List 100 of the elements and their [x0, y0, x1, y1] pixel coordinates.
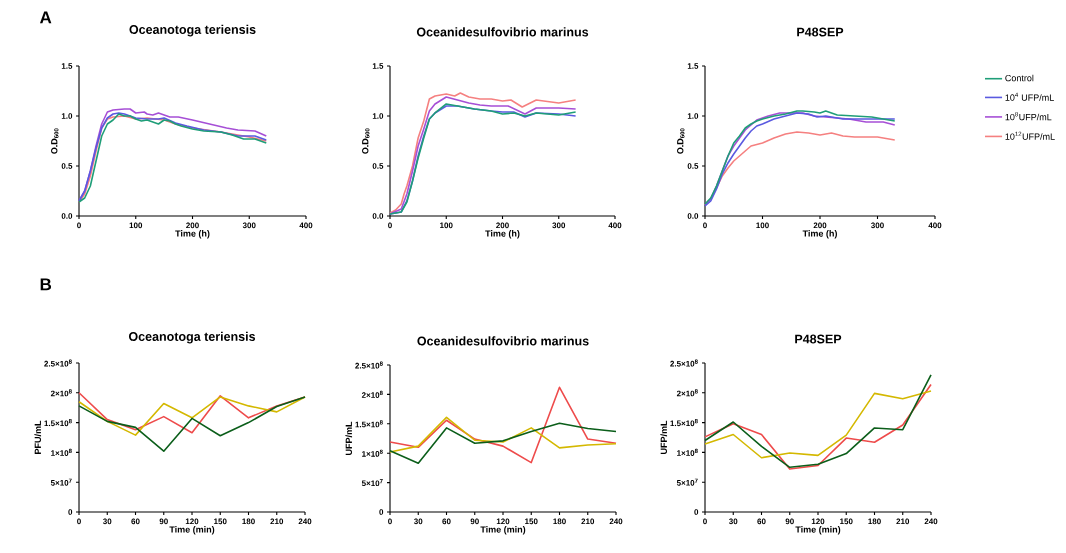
x-tick-label: 180	[242, 518, 255, 525]
y-tick-label: 2×10$^{8}$	[676, 389, 698, 397]
text: A	[39, 11, 52, 24]
y-tick-label: 1.0	[687, 113, 699, 119]
x-axis-title: Time (min)	[480, 526, 526, 535]
x-tick-label: 200	[496, 222, 509, 229]
y-axis-title: UFP/mL	[660, 420, 668, 454]
y-tick-label: 5×10$^{7}$	[676, 478, 698, 486]
text: B	[40, 278, 52, 291]
y-tick-label: 2.5×10$^{8}$	[44, 359, 72, 367]
y-tick-label: 2.5×10$^{8}$	[355, 361, 383, 369]
x-tick-label: 400	[928, 222, 942, 229]
y-tick-label: 0.0	[687, 213, 699, 219]
y-tick-label: 0	[379, 509, 384, 515]
x-tick-label: 400	[299, 222, 313, 229]
line-series	[389, 422, 617, 464]
x-tick-label: 240	[609, 518, 623, 525]
x-tick-label: 30	[414, 518, 423, 525]
x-tick-label: 90	[785, 518, 794, 525]
y-tick-label: 1.5×10$^{8}$	[670, 419, 698, 427]
chart-title: P48SEP	[795, 334, 842, 344]
y-tick-label: 0.0	[372, 213, 384, 219]
x-tick-label: 300	[242, 222, 256, 229]
y-tick-label: 1×10$^{8}$	[51, 448, 72, 456]
y-tick-label: 0.5	[372, 163, 384, 169]
line-series	[389, 386, 617, 464]
line-series	[78, 396, 306, 452]
x-tick-label: 150	[840, 518, 853, 525]
x-tick-label: 30	[103, 518, 112, 525]
x-tick-label: 200	[186, 222, 199, 229]
y-tick-label: 1×10$^{8}$	[677, 448, 698, 456]
y-axis-title: PFU/mL	[34, 420, 42, 454]
x-tick-label: 60	[131, 518, 140, 525]
y-tick-label: 2×10$^{8}$	[361, 390, 383, 398]
x-tick-label: 200	[813, 222, 827, 229]
chart-title: Oceanidesulfovibrio marinus	[416, 27, 589, 37]
x-tick-label: 240	[298, 518, 312, 525]
legend-label: 10$^{8}$UFP/mL	[1005, 112, 1052, 121]
x-axis-title: Time (h)	[485, 230, 520, 239]
x-tick-label: 300	[871, 222, 884, 229]
legend-label: 10$^{12}$UFP/mL	[1005, 131, 1055, 140]
legend-label: Control	[1005, 74, 1034, 82]
x-tick-label: 100	[129, 222, 143, 229]
chart-title: P48SEP	[797, 27, 844, 37]
y-tick-label: 1×10$^{8}$	[362, 449, 383, 457]
y-axis-title: O.D$_{600}$	[362, 128, 370, 154]
x-tick-label: 400	[608, 222, 622, 229]
x-axis-title: Time (h)	[175, 230, 210, 239]
y-tick-label: 0	[68, 509, 73, 515]
x-tick-label: 210	[270, 518, 284, 525]
y-axis-title: O.D$_{600}$	[677, 128, 685, 154]
x-tick-label: 0	[388, 518, 392, 525]
x-tick-label: 210	[581, 518, 595, 525]
x-tick-label: 120	[811, 518, 825, 525]
x-tick-label: 240	[924, 518, 938, 525]
x-tick-label: 30	[728, 518, 738, 525]
chart-title: Oceanidesulfovibrio marinus	[417, 336, 589, 346]
x-tick-label: 150	[214, 518, 227, 525]
y-tick-label: 1.0	[372, 113, 384, 119]
y-axis-title: UFP/mL	[345, 421, 353, 455]
x-tick-label: 0	[703, 518, 707, 525]
chart-title: Oceanotoga teriensis	[129, 24, 256, 37]
y-tick-label: 0.0	[61, 213, 73, 219]
x-tick-label: 0	[77, 518, 81, 525]
x-axis-title: Time (min)	[169, 526, 215, 535]
line-series	[389, 416, 617, 453]
x-tick-label: 180	[553, 518, 566, 525]
x-axis-title: Time (h)	[802, 230, 837, 239]
y-tick-label: 5×10$^{7}$	[361, 479, 383, 487]
y-tick-label: 1.5×10$^{8}$	[44, 419, 72, 427]
y-tick-label: 1.5×10$^{8}$	[355, 420, 383, 428]
x-axis-title: Time (min)	[795, 526, 841, 535]
x-tick-label: 60	[757, 518, 766, 525]
y-tick-label: 0	[694, 509, 699, 515]
x-tick-label: 60	[442, 518, 451, 525]
y-tick-label: 2×10$^{8}$	[50, 389, 72, 397]
x-tick-label: 0	[388, 222, 392, 229]
x-tick-label: 180	[868, 518, 881, 525]
x-tick-label: 90	[159, 518, 168, 525]
x-tick-label: 100	[440, 222, 453, 229]
x-tick-label: 0	[703, 222, 707, 229]
x-tick-label: 90	[470, 518, 479, 525]
y-tick-label: 5×10$^{7}$	[50, 478, 72, 486]
y-tick-label: 0.5	[687, 163, 699, 169]
y-tick-label: 1.0	[61, 113, 73, 119]
line-series	[704, 390, 932, 459]
x-tick-label: 150	[525, 518, 538, 525]
x-tick-label: 100	[756, 222, 769, 229]
x-tick-label: 210	[896, 518, 910, 525]
x-tick-label: 120	[496, 518, 510, 525]
x-tick-label: 0	[77, 222, 81, 229]
y-tick-label: 1.5	[61, 63, 73, 69]
x-tick-label: 120	[185, 518, 199, 525]
y-tick-label: 0.5	[61, 163, 73, 169]
y-tick-label: 1.5	[372, 63, 384, 69]
chart-title: Oceanotoga teriensis	[128, 331, 256, 344]
y-tick-label: 1.5	[687, 63, 699, 69]
y-tick-label: 2.5×10$^{8}$	[670, 359, 698, 367]
y-axis-title: O.D$_{600}$	[51, 128, 59, 154]
x-tick-label: 300	[552, 222, 566, 229]
